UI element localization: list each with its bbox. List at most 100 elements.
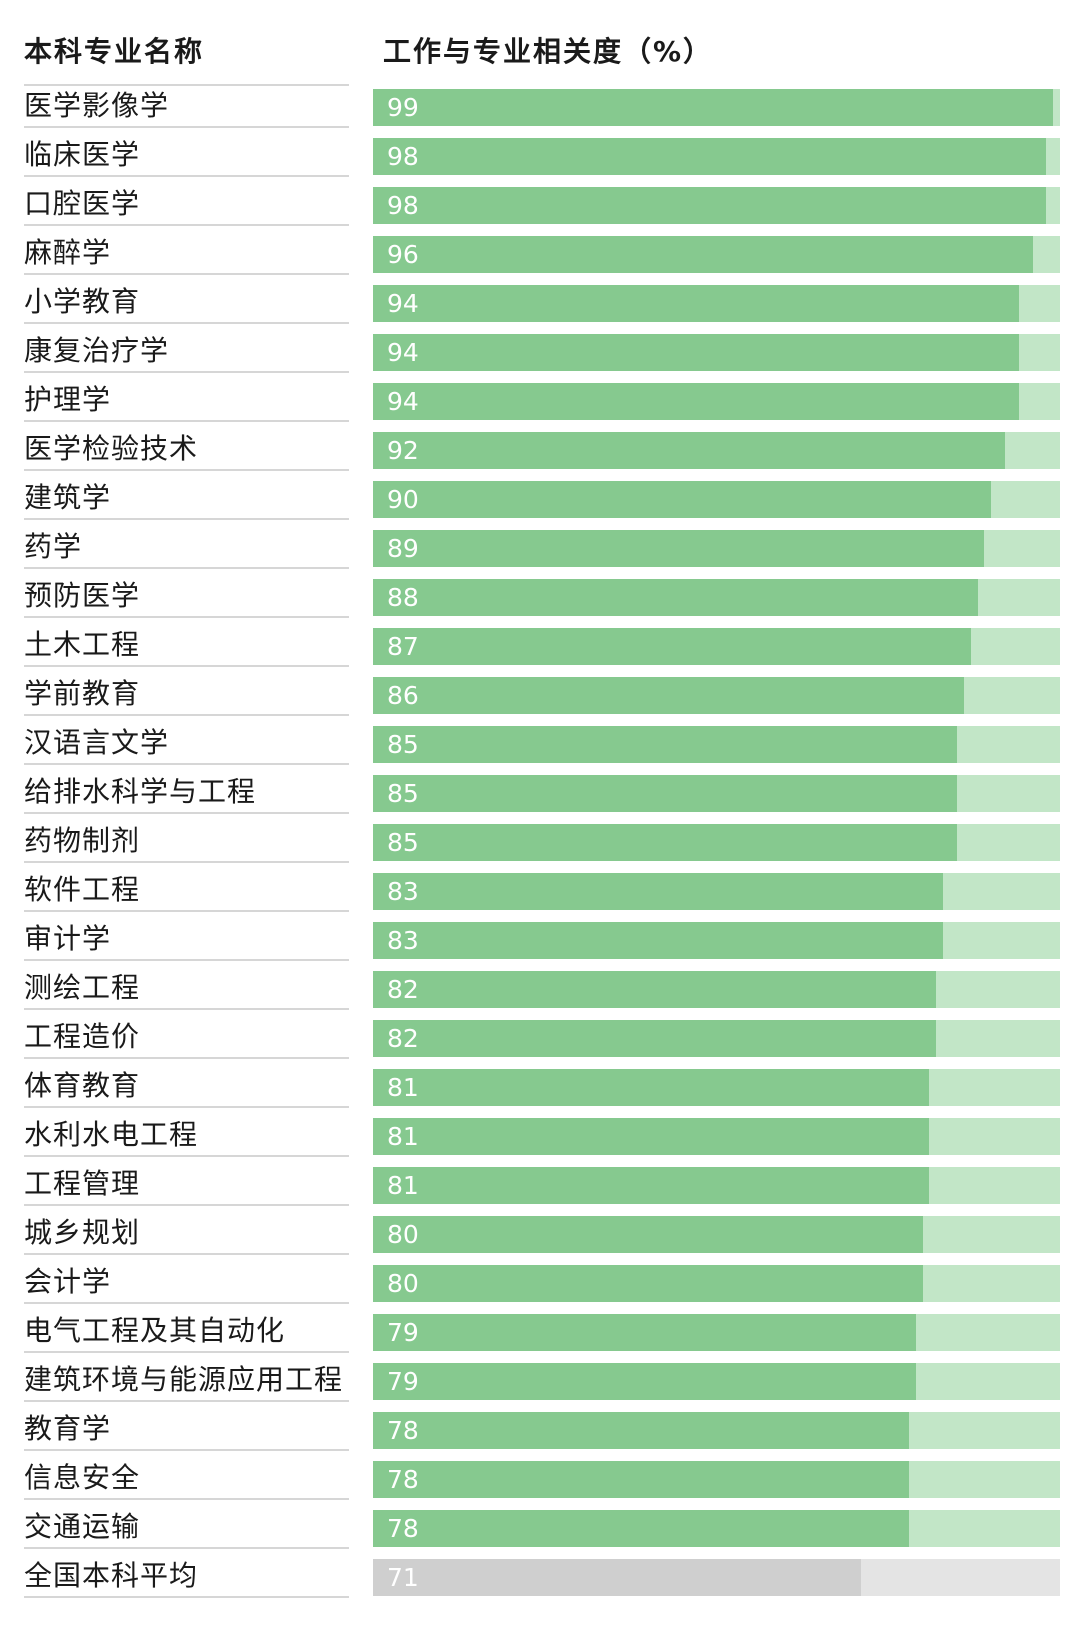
bar-row: 测绘工程 82 [0,968,1080,1017]
bar [373,1363,916,1400]
header-rule [24,84,349,86]
bar-value-label: 83 [387,877,419,906]
chart-header-value: 工作与专业相关度（%） [383,35,714,68]
bar-value-label: 78 [387,1514,419,1543]
row-rule [24,1253,349,1255]
bar-row: 药学 89 [0,527,1080,576]
row-rule [24,322,349,324]
chart-header-category: 本科专业名称 [24,35,205,68]
category-label: 工程造价 [24,1020,141,1053]
category-label: 临床医学 [24,138,141,171]
bar [373,138,1046,175]
bar-value-label: 99 [387,93,419,122]
category-label: 医学检验技术 [24,432,199,465]
row-rule [24,1155,349,1157]
category-label: 预防医学 [24,579,141,612]
bar-row: 学前教育 86 [0,674,1080,723]
category-label: 护理学 [24,383,112,416]
bar-value-label: 94 [387,338,419,367]
category-label: 软件工程 [24,873,141,906]
row-rule [24,1106,349,1108]
bar-value-label: 82 [387,975,419,1004]
category-label: 测绘工程 [24,971,141,1004]
bar-track: 87 [373,628,1060,665]
bar-track: 78 [373,1412,1060,1449]
row-rule [24,371,349,373]
bar-track: 90 [373,481,1060,518]
bar-row: 软件工程 83 [0,870,1080,919]
row-rule [24,763,349,765]
row-rule [24,1400,349,1402]
bar-track: 94 [373,334,1060,371]
category-label: 全国本科平均 [24,1559,199,1592]
bar [373,1020,936,1057]
bar-row: 城乡规划 80 [0,1213,1080,1262]
bar-track: 82 [373,1020,1060,1057]
bar-row: 麻醉学 96 [0,233,1080,282]
bar-row: 电气工程及其自动化 79 [0,1311,1080,1360]
bar [373,1510,909,1547]
row-rule [24,1498,349,1500]
bar [373,873,943,910]
category-label: 学前教育 [24,677,141,710]
category-label: 体育教育 [24,1069,141,1102]
bar-value-label: 88 [387,583,419,612]
bar-value-label: 94 [387,289,419,318]
row-rule [24,812,349,814]
bar [373,1314,916,1351]
bar-track: 98 [373,138,1060,175]
bar-row: 汉语言文学 85 [0,723,1080,772]
bar [373,1461,909,1498]
bar-track: 78 [373,1510,1060,1547]
category-label: 城乡规划 [24,1216,141,1249]
bar-value-label: 89 [387,534,419,563]
bar-value-label: 82 [387,1024,419,1053]
bar [373,1167,929,1204]
category-label: 建筑学 [24,481,112,514]
category-label: 小学教育 [24,285,141,318]
bar-row: 体育教育 81 [0,1066,1080,1115]
bar [373,1118,929,1155]
average-row: 全国本科平均 71 [0,1556,1080,1605]
category-label: 土木工程 [24,628,141,661]
bar-track: 92 [373,432,1060,469]
bar-track: 79 [373,1363,1060,1400]
bar-row: 工程造价 82 [0,1017,1080,1066]
bar-track: 99 [373,89,1060,126]
bar-row: 给排水科学与工程 85 [0,772,1080,821]
row-rule [24,273,349,275]
row-rule [24,1449,349,1451]
category-label: 教育学 [24,1412,112,1445]
bar-track: 85 [373,726,1060,763]
bar-track: 85 [373,824,1060,861]
category-label: 汉语言文学 [24,726,170,759]
bar-value-label: 78 [387,1465,419,1494]
bar-value-label: 79 [387,1367,419,1396]
bar-track: 81 [373,1118,1060,1155]
bar [373,89,1053,126]
category-label: 水利水电工程 [24,1118,199,1151]
bar-value-label: 90 [387,485,419,514]
bar [373,628,971,665]
bar-row: 会计学 80 [0,1262,1080,1311]
bar-track: 82 [373,971,1060,1008]
bar [373,1559,861,1596]
category-label: 工程管理 [24,1167,141,1200]
bar-row: 交通运输 78 [0,1507,1080,1556]
bar-track: 81 [373,1167,1060,1204]
category-label: 医学影像学 [24,89,170,122]
bar-row: 水利水电工程 81 [0,1115,1080,1164]
bar-track: 71 [373,1559,1060,1596]
bar [373,726,957,763]
bar-value-label: 85 [387,779,419,808]
row-rule [24,175,349,177]
bar [373,1216,923,1253]
bar [373,824,957,861]
bar-row: 审计学 83 [0,919,1080,968]
bar-track: 80 [373,1216,1060,1253]
category-label: 建筑环境与能源应用工程 [24,1363,344,1396]
bar-row: 建筑环境与能源应用工程 79 [0,1360,1080,1409]
bar [373,530,984,567]
category-label: 药学 [24,530,83,563]
bar-value-label: 80 [387,1269,419,1298]
